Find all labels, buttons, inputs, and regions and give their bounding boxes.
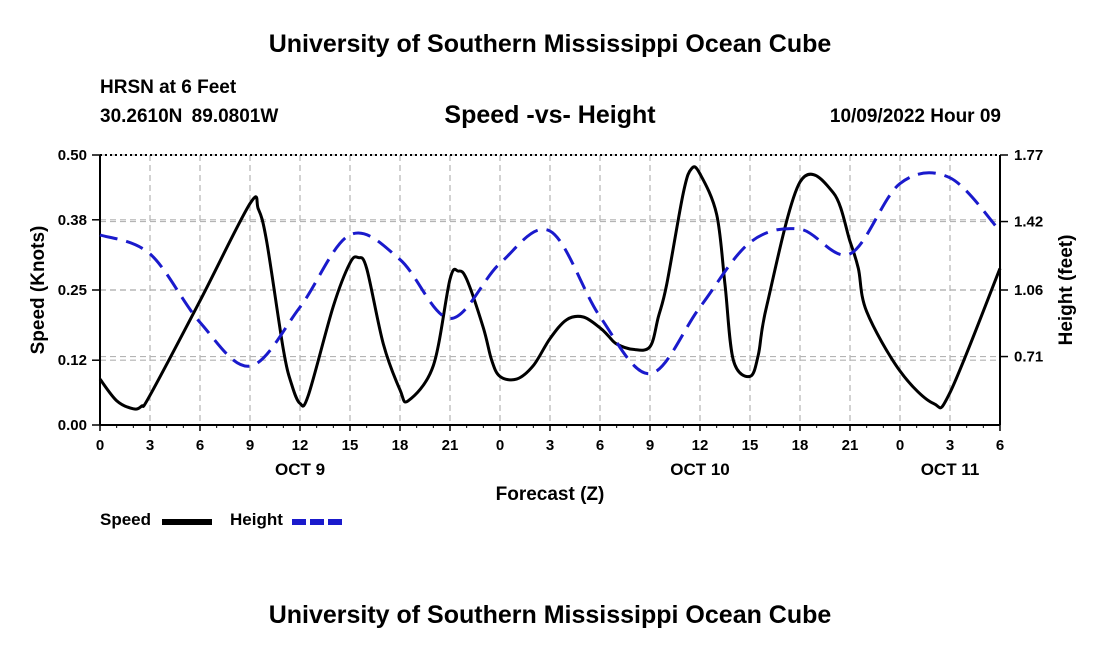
station-coordinates: 30.2610N 89.0801W xyxy=(100,106,279,127)
footer-title: University of Southern Mississippi Ocean… xyxy=(268,601,832,629)
x-tick-label: 9 xyxy=(246,437,254,454)
y-tick-label: 0.25 xyxy=(58,282,87,299)
chart-title: Speed -vs- Height xyxy=(444,101,656,129)
x-tick-label: 18 xyxy=(392,437,409,454)
y2-axis-title: Height (feet) xyxy=(1056,235,1077,346)
x-axis-title: Forecast (Z) xyxy=(496,484,605,505)
page-title: University of Southern Mississippi Ocean… xyxy=(268,30,832,58)
x-tick-label: 15 xyxy=(342,437,359,454)
y-tick-label: 0.00 xyxy=(58,417,87,434)
x-tick-label: 0 xyxy=(96,437,104,454)
y-tick-label: 0.12 xyxy=(58,352,87,369)
x-tick-label: 3 xyxy=(946,437,954,454)
day-label: OCT 10 xyxy=(670,460,730,479)
forecast-datestamp: 10/09/2022 Hour 09 xyxy=(829,106,1001,127)
y-tick-label: 0.50 xyxy=(58,147,87,164)
legend-speed-label: Speed xyxy=(100,510,152,529)
station-label: HRSN at 6 Feet xyxy=(100,77,237,98)
x-tick-label: 21 xyxy=(842,437,859,454)
x-tick-label: 12 xyxy=(692,437,709,454)
y2-tick-label: 1.42 xyxy=(1014,214,1043,231)
x-tick-label: 3 xyxy=(546,437,554,454)
x-tick-label: 6 xyxy=(196,437,204,454)
x-tick-label: 0 xyxy=(896,437,904,454)
x-tick-label: 9 xyxy=(646,437,654,454)
x-tick-label: 15 xyxy=(742,437,759,454)
x-tick-label: 3 xyxy=(146,437,154,454)
y-tick-label: 0.38 xyxy=(58,212,87,229)
legend-height-swatch xyxy=(292,519,342,525)
y2-tick-label: 1.77 xyxy=(1014,147,1043,164)
x-tick-label: 0 xyxy=(496,437,504,454)
y2-tick-label: 0.71 xyxy=(1014,349,1043,366)
legend-speed-swatch xyxy=(162,519,212,525)
day-label: OCT 9 xyxy=(275,460,325,479)
legend-height-label: Height xyxy=(230,510,283,529)
day-label: OCT 11 xyxy=(921,460,980,479)
x-tick-label: 6 xyxy=(996,437,1004,454)
y-axis-title: Speed (Knots) xyxy=(28,226,49,355)
height-series-line xyxy=(99,171,1002,376)
x-tick-label: 6 xyxy=(596,437,604,454)
y2-tick-label: 1.06 xyxy=(1014,282,1043,299)
x-tick-label: 21 xyxy=(442,437,459,454)
speed-series-line xyxy=(98,165,1002,411)
x-tick-label: 12 xyxy=(292,437,309,454)
x-tick-label: 18 xyxy=(792,437,809,454)
